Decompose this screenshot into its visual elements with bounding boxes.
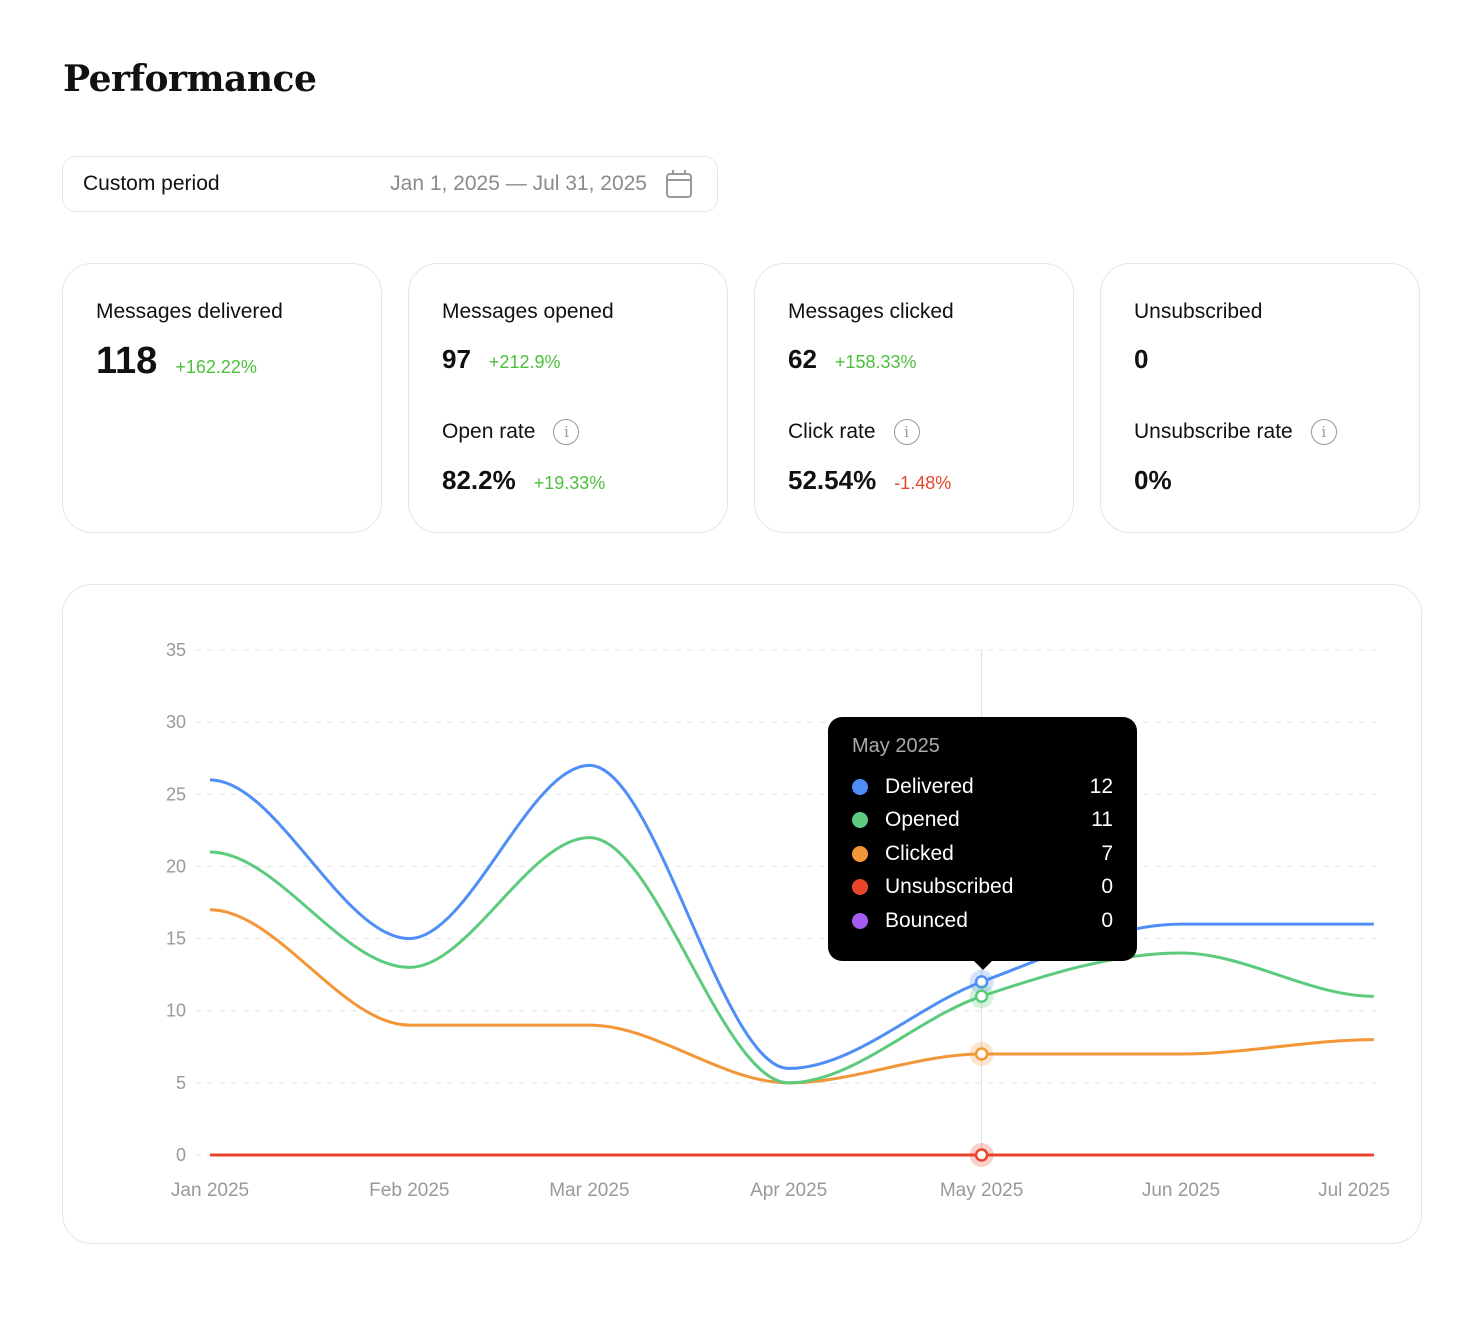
data-point <box>974 989 989 1004</box>
card-unsubscribed: Unsubscribed 0 Unsubscribe rate i 0% <box>1100 263 1420 533</box>
card-change: +212.9% <box>488 352 561 372</box>
x-tick-label: Feb 2025 <box>369 1180 449 1201</box>
chart-tooltip: May 2025 Delivered 12 Opened 11 Clicked 7 Unsu… <box>828 717 1137 970</box>
page-title: Performance <box>63 58 317 100</box>
card-change: +158.33% <box>834 352 917 372</box>
tooltip-item: Clicked 7 <box>852 837 1113 871</box>
rate-value: 82.2% <box>442 465 516 495</box>
series-name: Bounced <box>885 908 968 932</box>
data-point <box>974 1047 989 1061</box>
period-range: Jan 1, 2025 — Jul 31, 2025 <box>390 172 647 195</box>
series-name: Clicked <box>885 841 954 865</box>
series-line-delivered <box>209 763 1374 1070</box>
data-point <box>974 1148 989 1162</box>
y-tick-label: 10 <box>166 1001 186 1021</box>
tooltip-item: Unsubscribed 0 <box>852 871 1113 905</box>
rate-label: Open rate <box>442 420 536 443</box>
tooltip-item: Delivered 12 <box>852 770 1113 804</box>
card-change: +162.22% <box>175 357 257 377</box>
series-value: 11 <box>1091 808 1113 832</box>
card-value: 118 <box>96 340 158 382</box>
y-tick-label: 25 <box>166 784 186 804</box>
series-value: 0 <box>1101 908 1113 932</box>
tooltip-item: Bounced 0 <box>852 904 1113 938</box>
x-tick-label: May 2025 <box>940 1180 1023 1201</box>
rate-label: Unsubscribe rate <box>1134 420 1293 443</box>
series-name: Delivered <box>885 774 974 798</box>
series-value: 0 <box>1101 875 1113 899</box>
series-line-clicked <box>209 908 1374 1085</box>
rate-change: -1.48% <box>894 473 952 493</box>
period-label: Custom period <box>83 172 220 195</box>
card-delivered: Messages delivered 118 +162.22% <box>62 263 382 533</box>
legend-dot <box>852 912 868 929</box>
period-picker[interactable]: Custom period Jan 1, 2025 — Jul 31, 2025 <box>62 156 718 212</box>
card-title: Messages opened <box>442 300 614 323</box>
card-clicked: Messages clicked 62 +158.33% Click rate i … <box>754 263 1074 533</box>
calendar-icon[interactable] <box>665 169 693 199</box>
tooltip-title: May 2025 <box>852 735 940 757</box>
info-icon[interactable]: i <box>553 419 580 445</box>
legend-dot <box>852 879 868 896</box>
rate-value: 0% <box>1134 465 1172 495</box>
series-line-opened <box>209 836 1374 1085</box>
card-title: Messages delivered <box>96 300 283 323</box>
info-icon[interactable]: i <box>893 419 920 445</box>
x-tick-label: Mar 2025 <box>549 1180 629 1201</box>
x-tick-label: Jan 2025 <box>171 1180 249 1201</box>
series-name: Unsubscribed <box>885 875 1014 899</box>
card-value: 62 <box>788 344 817 374</box>
series-value: 7 <box>1101 841 1113 865</box>
card-value: 0 <box>1134 344 1149 374</box>
y-tick-label: 20 <box>166 856 186 876</box>
x-tick-label: Apr 2025 <box>750 1180 827 1201</box>
y-tick-label: 15 <box>166 929 186 949</box>
y-tick-label: 30 <box>166 712 186 732</box>
card-title: Messages clicked <box>788 300 954 323</box>
card-title: Unsubscribed <box>1134 300 1263 323</box>
series-name: Opened <box>885 808 960 832</box>
data-point <box>974 975 989 989</box>
y-tick-label: 5 <box>176 1073 186 1093</box>
rate-change: +19.33% <box>533 473 606 493</box>
legend-dot <box>852 812 868 829</box>
card-opened: Messages opened 97 +212.9% Open rate i 82.… <box>408 263 728 533</box>
legend-dot <box>852 778 868 795</box>
legend-dot <box>852 845 868 862</box>
y-tick-label: 0 <box>176 1145 186 1165</box>
rate-label: Click rate <box>788 420 876 443</box>
x-tick-label: Jun 2025 <box>1142 1180 1220 1201</box>
y-tick-label: 35 <box>166 640 186 660</box>
chart-card <box>62 584 1422 1244</box>
series-value: 12 <box>1089 774 1113 798</box>
x-tick-label: Jul 2025 <box>1318 1180 1390 1201</box>
card-value: 97 <box>442 344 471 374</box>
info-icon[interactable]: i <box>1310 419 1337 445</box>
tooltip-item: Opened 11 <box>852 804 1113 838</box>
rate-value: 52.54% <box>788 465 877 495</box>
